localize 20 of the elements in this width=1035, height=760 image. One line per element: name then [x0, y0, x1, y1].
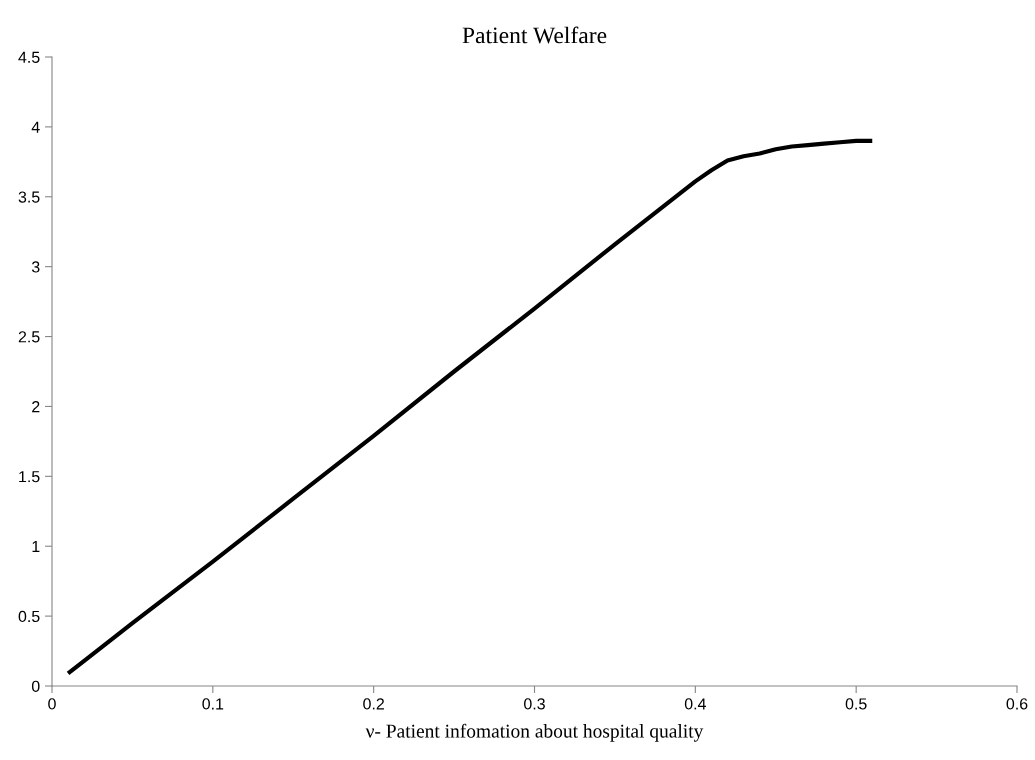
x-tick-label: 0.2: [363, 698, 384, 710]
y-tick-label: 1: [32, 541, 40, 553]
x-axis-title: ν- Patient infomation about hospital quality: [365, 723, 704, 742]
y-tick-label: 3: [31, 261, 40, 273]
y-tick-label: 2: [32, 401, 40, 413]
x-tick-label: 0.4: [684, 698, 706, 710]
y-tick-label: 4: [31, 121, 40, 133]
y-tick-label: 3.5: [18, 191, 40, 203]
chart-title: Patient Welfare: [462, 26, 607, 44]
y-tick-label: 2.5: [18, 331, 40, 343]
y-tick-label: 0.5: [18, 610, 40, 623]
line-series: [65, 138, 875, 676]
x-tick-label: 0: [48, 698, 56, 710]
x-tick-label: 0.6: [1006, 698, 1028, 710]
y-tick-label: 4.5: [18, 51, 40, 63]
y-tick-label: 0: [31, 680, 40, 692]
x-tick-label: 0.5: [845, 698, 867, 710]
x-tick-label: 0.1: [202, 698, 224, 710]
y-tick-label: 1.5: [19, 471, 40, 483]
x-tick-label: 0.3: [524, 698, 545, 710]
